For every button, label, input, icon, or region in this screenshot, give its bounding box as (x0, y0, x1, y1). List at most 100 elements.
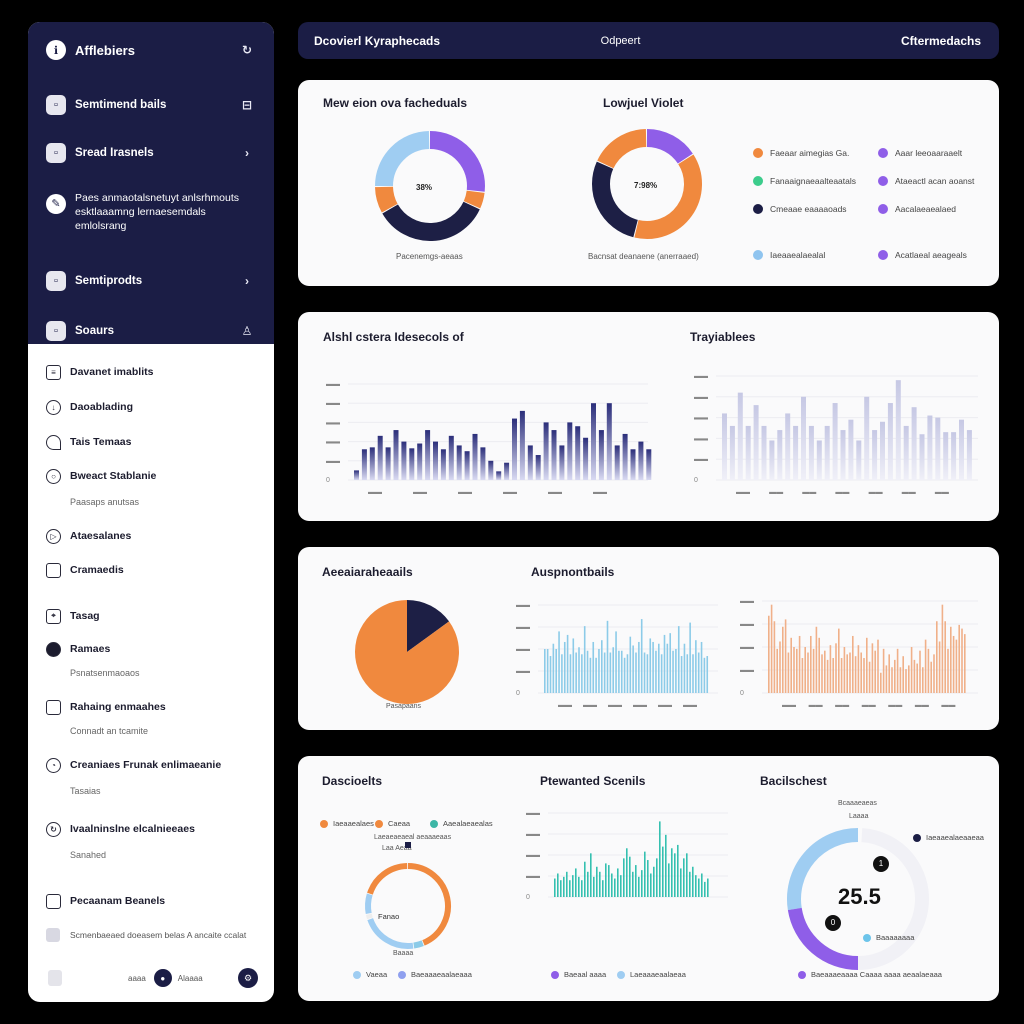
refresh-icon: ↻ (46, 821, 61, 837)
bar (572, 638, 575, 693)
sidebar-item-1[interactable]: ▫ Sread Irasnels › (46, 140, 254, 166)
bar (964, 634, 966, 693)
donut-right-center: 7:98% (634, 181, 658, 190)
bar (626, 848, 628, 897)
circle-icon: ○ (46, 468, 61, 484)
gauge-right-legend: Iaeaaealaeaaeaa (913, 833, 984, 842)
bar (560, 880, 562, 897)
checkbox[interactable] (46, 928, 60, 942)
bar (885, 665, 888, 693)
bar (958, 624, 960, 693)
x-tick-label: ▬▬ (782, 702, 796, 709)
nav-item-10[interactable]: ↻ Ivaalninslne elcalnieeaes (46, 819, 256, 839)
bar (643, 652, 646, 693)
legend-label: Fanaaignaeaalteaatals (770, 176, 857, 186)
bar (675, 649, 677, 693)
bar (464, 451, 470, 480)
avatar-icon[interactable]: ● (153, 969, 172, 987)
legend-dot (863, 933, 871, 942)
bar (674, 853, 676, 897)
bar (584, 861, 586, 897)
nav-label: Davanet imablits (70, 366, 154, 378)
card-title-right: Auspnontbails (531, 565, 615, 579)
legend-item: Aacalaeaealaed (878, 204, 956, 214)
nav-item-7[interactable]: Ramaes (46, 639, 256, 659)
settings-icon[interactable]: ⚙ (238, 968, 258, 988)
x-tick-label: ▬▬ (902, 489, 916, 496)
checkbox-row[interactable]: Scmenbaeaed doeasem belas A ancaite ccal… (46, 925, 256, 945)
donut-segment-3 (597, 129, 647, 169)
legend-item: Acatlaeal aeageals (878, 250, 967, 260)
bar (652, 641, 654, 693)
device-icon[interactable] (48, 970, 62, 986)
sidebar-item-2[interactable]: ✎ Paes anmaotalsnetuyt anlsrhmouts esktl… (46, 190, 254, 236)
header-bar: Dcovierl Kyraphecads Odpeert Cftermedach… (298, 22, 999, 59)
bar (623, 858, 625, 897)
bar (880, 672, 882, 693)
bar (680, 656, 683, 693)
bar (798, 635, 801, 693)
tag-icon: ⌖ (46, 608, 61, 624)
nav-item-11[interactable]: Pecaanam Beanels (46, 891, 256, 911)
nav-item-8[interactable]: Rahaing enmaahes (46, 697, 256, 717)
nav-sublabel: Paasaps anutsas (70, 497, 140, 507)
bar (646, 654, 649, 693)
bar-chart-teal: 0 ▬▬ ▬▬ ▬▬ ▬▬ (526, 810, 728, 901)
nav-item-4[interactable]: ▷ Ataesalanes (46, 526, 256, 546)
sidebar-item-4[interactable]: ▫ Soaurs ♙ (46, 318, 254, 344)
header-center[interactable]: Odpeert (600, 34, 641, 47)
tick-label: ▬▬ (326, 439, 340, 446)
sidebar-item-0[interactable]: ▫ Semtimend bails ⊟ (46, 92, 254, 118)
bar (911, 407, 917, 480)
bar (572, 875, 574, 897)
legend-dot (617, 970, 625, 979)
bar (882, 648, 885, 693)
donut-segment-4 (375, 131, 430, 187)
donut-segment-4 (365, 893, 373, 915)
bar (649, 638, 652, 693)
bar (916, 663, 918, 693)
bar (864, 396, 870, 480)
gauge-badge-top: 1 (873, 856, 889, 872)
bar (385, 447, 391, 480)
bar (930, 661, 932, 693)
sidebar-app-title-row[interactable]: ℹ Afflebiers ↻ (46, 30, 254, 70)
sidebar-item-3[interactable]: ▫ Semtiprodts › (46, 268, 254, 294)
legend-dot (878, 250, 888, 260)
nav-item-0[interactable]: ≡ Davanet imablits (46, 362, 256, 382)
bar (729, 425, 735, 480)
nav-item-3[interactable]: ○ Bweact Stablanie (46, 466, 256, 486)
legend-item: Fanaaignaeaalteaatals (753, 176, 856, 186)
collapse-icon[interactable]: ⊟ (241, 98, 253, 112)
bar (700, 641, 703, 693)
bar (793, 425, 799, 480)
nav-item-5[interactable]: Cramaedis (46, 560, 256, 580)
nav-item-1[interactable]: ↓ Daoablading (46, 397, 256, 417)
gauge-chart (787, 828, 929, 970)
ring-chart (365, 842, 451, 949)
bar (425, 430, 431, 480)
bar (935, 417, 941, 480)
bar (660, 654, 663, 693)
bar (519, 410, 525, 480)
bar (933, 654, 935, 693)
donut-left-center: 38% (416, 183, 433, 192)
bar (793, 647, 795, 693)
legend-dot (398, 970, 406, 979)
tick-label: ▬▬ (526, 831, 540, 838)
nav-item-2[interactable]: Tais Temaas (46, 432, 256, 452)
bar (770, 604, 773, 693)
footer-left-text: aaaa (128, 973, 146, 983)
nav-item-9[interactable]: ◔ Creaniaes Frunak enlimaeanie (46, 755, 256, 775)
bar (899, 667, 902, 693)
bar (722, 413, 727, 480)
tick-label: ▬▬ (740, 667, 754, 674)
tick-label: ▬▬ (740, 598, 754, 605)
pie-slice-navy (407, 600, 450, 652)
bar (745, 425, 751, 480)
bar (393, 430, 399, 480)
nav-item-6[interactable]: ⌖ Tasag (46, 606, 256, 626)
tick-label: 0 (326, 477, 330, 484)
refresh-icon[interactable]: ↻ (241, 43, 253, 57)
header-right[interactable]: Cftermedachs (900, 33, 981, 48)
